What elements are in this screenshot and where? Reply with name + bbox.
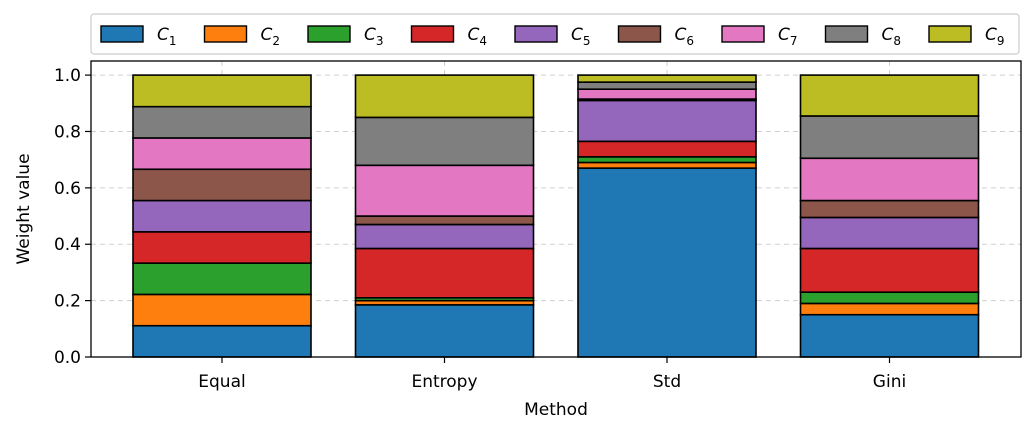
- y-tick-label: 0.8: [54, 122, 81, 142]
- bar-segment-c1-gini: [799, 313, 980, 358]
- bar-segment-c1-entropy: [354, 304, 535, 358]
- x-tick-label: Gini: [873, 372, 906, 392]
- bar-segment-c7-gini: [799, 157, 980, 202]
- x-axis-label: Method: [524, 400, 588, 420]
- bar-segment-c9-std: [577, 74, 757, 83]
- bar-segment-c3-std: [577, 156, 757, 164]
- bar-segment-c2-gini: [799, 302, 980, 316]
- legend-swatch-c4: [410, 25, 455, 43]
- bar-segment-c7-std: [577, 88, 757, 100]
- legend-swatch-c6: [617, 25, 662, 43]
- legend-swatch-c7: [721, 25, 765, 43]
- bar-segment-c5-equal: [132, 199, 312, 233]
- y-axis-label: Weight value: [14, 153, 34, 264]
- bar-segment-c3-gini: [799, 291, 980, 305]
- bar-segment-c7-equal: [132, 137, 312, 171]
- bar-segment-c1-std: [577, 167, 757, 358]
- legend-label-c5: C5: [571, 25, 591, 48]
- bar-segment-c8-std: [577, 81, 757, 90]
- axes-frame: [90, 60, 1022, 358]
- bar-segment-c6-entropy: [354, 215, 535, 226]
- x-tick-label: Std: [653, 372, 681, 392]
- bar-segment-c8-gini: [799, 115, 980, 160]
- bar-segment-c4-gini: [799, 247, 980, 293]
- bar-segment-c5-gini: [799, 216, 980, 250]
- legend-swatch-c5: [514, 25, 558, 43]
- legend-swatch-c1: [100, 25, 144, 43]
- legend-label-c9: C9: [985, 25, 1005, 48]
- legend-label-c3: C3: [364, 25, 384, 48]
- bar-segment-c7-entropy: [354, 164, 535, 217]
- bar-segment-c9-gini: [799, 74, 980, 117]
- x-tick-label: Equal: [198, 372, 245, 392]
- legend-swatch-c9: [928, 25, 972, 43]
- bar-segment-c4-entropy: [354, 247, 535, 299]
- y-tick-label: 0.6: [54, 179, 81, 199]
- x-tick-label: Entropy: [411, 372, 477, 392]
- bar-segment-c1-equal: [132, 324, 312, 358]
- bar-segment-c6-gini: [799, 199, 980, 219]
- bar-segment-c6-equal: [132, 168, 312, 202]
- bar-segment-c8-equal: [132, 105, 312, 139]
- legend-swatch-c8: [824, 25, 869, 43]
- y-tick-label: 0.2: [54, 292, 81, 312]
- legend-label-c1: C1: [157, 25, 177, 48]
- legend-swatch-c3: [307, 25, 351, 43]
- bar-segment-c9-entropy: [354, 74, 535, 119]
- legend-label-c6: C6: [675, 25, 695, 48]
- bar-segment-c5-entropy: [354, 223, 535, 250]
- bar-segment-c5-std: [577, 99, 757, 143]
- bar-segment-c3-equal: [132, 262, 312, 296]
- bar-segment-c8-entropy: [354, 116, 535, 167]
- y-tick-label: 1.0: [54, 66, 81, 86]
- bar-segment-c9-equal: [132, 74, 312, 108]
- y-tick-label: 0.0: [54, 348, 81, 368]
- legend-label-c4: C4: [468, 25, 488, 48]
- bar-segment-c4-std: [577, 140, 757, 158]
- bar-segment-c4-equal: [132, 231, 312, 264]
- legend-label-c8: C8: [882, 25, 902, 48]
- legend-label-c7: C7: [778, 25, 798, 48]
- y-tick-label: 0.4: [54, 235, 81, 255]
- legend-swatch-c2: [203, 25, 248, 43]
- legend-label-c2: C2: [261, 25, 281, 48]
- bar-segment-c2-equal: [132, 293, 312, 327]
- bar-segment-c2-std: [577, 161, 757, 169]
